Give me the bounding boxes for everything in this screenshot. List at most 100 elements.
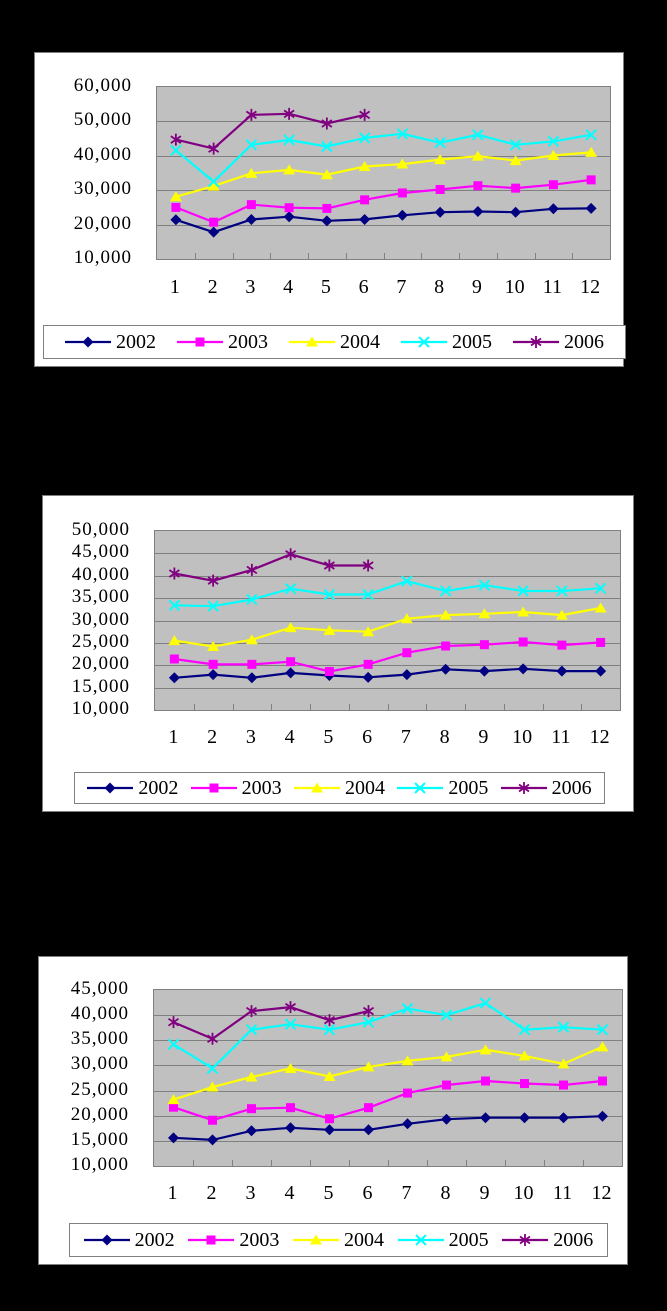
triangle-marker-icon-2004 bbox=[555, 609, 568, 620]
x-tick-label: 2 bbox=[206, 1182, 217, 1204]
square-marker-icon-2003 bbox=[511, 183, 521, 193]
square-marker-icon-2003 bbox=[402, 648, 412, 658]
square-marker-icon-2003 bbox=[209, 217, 219, 227]
square-marker-icon-2003 bbox=[208, 1115, 217, 1125]
y-tick-label: 25,000 bbox=[71, 630, 130, 652]
x-tick-label: 2 bbox=[207, 276, 218, 298]
square-marker-icon-2003 bbox=[208, 659, 218, 669]
y-tick-label: 50,000 bbox=[71, 519, 130, 540]
asterisk-marker-icon-2006 bbox=[362, 1005, 375, 1018]
diamond-marker-icon-2002 bbox=[359, 213, 371, 225]
square-marker-icon-2003 bbox=[286, 657, 296, 667]
asterisk-marker-icon-2006 bbox=[168, 567, 180, 580]
x-tick-label: 9 bbox=[471, 276, 482, 298]
x-marker-icon-2005 bbox=[517, 585, 529, 597]
diamond-marker-icon-legend-2002 bbox=[82, 336, 94, 348]
x-tick-label: 10 bbox=[513, 1182, 534, 1204]
x-tick-label: 4 bbox=[283, 276, 294, 298]
triangle-marker-icon-2004 bbox=[207, 640, 220, 651]
diamond-marker-icon-legend-2002 bbox=[101, 1234, 113, 1246]
x-tick-label: 8 bbox=[440, 1182, 451, 1204]
square-marker-icon-2003 bbox=[363, 659, 373, 669]
x-tick-label: 8 bbox=[439, 726, 450, 748]
legend-key-2006 bbox=[502, 1234, 549, 1246]
square-marker-icon-2003 bbox=[548, 180, 558, 190]
diamond-marker-icon-2002 bbox=[585, 202, 597, 214]
y-tick-label: 35,000 bbox=[70, 1028, 129, 1050]
legend-label: 2002 bbox=[138, 776, 179, 799]
diamond-marker-icon-2002 bbox=[245, 213, 257, 225]
legend-item-2002: 2002 bbox=[65, 331, 156, 354]
legend-item-2002: 2002 bbox=[83, 1228, 175, 1252]
y-tick-label: 60,000 bbox=[73, 75, 132, 96]
x-marker-icon-2005 bbox=[206, 1062, 219, 1075]
triangle-marker-icon-2004 bbox=[518, 1050, 531, 1061]
diamond-marker-icon-2002 bbox=[480, 1112, 491, 1124]
asterisk-marker-icon-2006 bbox=[321, 117, 333, 130]
x-tick-label: 3 bbox=[245, 1182, 256, 1204]
diamond-marker-icon-2002 bbox=[441, 1113, 452, 1125]
triangle-marker-icon-2004 bbox=[479, 1044, 492, 1055]
x-tick-label: 7 bbox=[400, 726, 411, 748]
triangle-marker-icon-2004 bbox=[245, 167, 258, 178]
legend-item-2004: 2004 bbox=[289, 331, 380, 354]
y-tick-label: 25,000 bbox=[70, 1078, 129, 1100]
triangle-marker-icon-2004 bbox=[440, 1051, 453, 1062]
x-tick-label: 12 bbox=[591, 1182, 612, 1204]
x-marker-icon-2005 bbox=[434, 137, 446, 149]
triangle-marker-icon-2004 bbox=[439, 609, 452, 620]
x-tick-label: 5 bbox=[320, 276, 331, 298]
triangle-marker-icon-2004 bbox=[169, 191, 182, 202]
x-tick-label: 1 bbox=[168, 726, 179, 748]
x-marker-icon-2005 bbox=[245, 139, 258, 151]
triangle-marker-icon-2004 bbox=[245, 634, 258, 645]
square-marker-icon-2003 bbox=[169, 1102, 178, 1112]
x-tick-label: 4 bbox=[284, 1182, 295, 1204]
plot-area bbox=[156, 86, 611, 260]
y-tick-label: 30,000 bbox=[70, 1053, 129, 1075]
diamond-marker-icon-2002 bbox=[556, 665, 568, 677]
square-marker-icon-2003 bbox=[247, 659, 257, 669]
legend-key-2006 bbox=[500, 782, 547, 794]
square-marker-icon-2003 bbox=[403, 1088, 412, 1098]
diamond-marker-icon-2002 bbox=[246, 672, 258, 684]
diamond-marker-icon-2002 bbox=[510, 206, 522, 218]
legend-label: 2002 bbox=[116, 330, 156, 353]
diamond-marker-icon-2002 bbox=[362, 671, 374, 683]
triangle-marker-icon-legend-2004 bbox=[310, 782, 323, 793]
x-marker-icon-2005 bbox=[284, 583, 297, 595]
legend-key-2004 bbox=[289, 336, 335, 347]
triangle-marker-icon-2004 bbox=[358, 160, 371, 171]
legend-key-2003 bbox=[177, 337, 223, 347]
square-marker-icon-2003 bbox=[286, 1103, 295, 1113]
square-marker-icon-2003 bbox=[518, 637, 528, 647]
diamond-marker-icon-2002 bbox=[168, 1132, 179, 1144]
square-marker-icon-2003 bbox=[247, 1104, 256, 1114]
legend-key-2005 bbox=[397, 782, 444, 794]
asterisk-marker-icon-2006 bbox=[246, 563, 258, 576]
triangle-marker-icon-2004 bbox=[206, 1081, 219, 1092]
triangle-marker-icon-2004 bbox=[284, 622, 297, 633]
x-marker-icon-2005 bbox=[596, 1024, 609, 1036]
triangle-marker-icon-2004 bbox=[557, 1058, 570, 1069]
x-marker-icon-2005 bbox=[245, 1024, 258, 1036]
diamond-marker-icon-2002 bbox=[402, 1118, 413, 1130]
chart-svg bbox=[154, 997, 622, 1166]
x-marker-icon-2005 bbox=[284, 1018, 297, 1030]
legend-label: 2002 bbox=[134, 1228, 175, 1251]
triangle-marker-icon-2004 bbox=[320, 169, 333, 180]
triangle-marker-icon-2004 bbox=[471, 150, 484, 161]
diamond-marker-icon-2002 bbox=[440, 663, 452, 675]
diamond-marker-icon-2002 bbox=[285, 1122, 296, 1134]
y-tick-label: 30,000 bbox=[73, 178, 132, 200]
x-marker-icon-legend-2005 bbox=[414, 782, 427, 794]
triangle-marker-icon-2004 bbox=[323, 1070, 336, 1081]
legend-item-2003: 2003 bbox=[190, 777, 282, 800]
legend-item-2005: 2005 bbox=[397, 1229, 489, 1252]
legend-key-2006 bbox=[513, 336, 559, 348]
square-marker-icon-2003 bbox=[596, 637, 606, 647]
x-marker-icon-2005 bbox=[518, 1024, 531, 1036]
square-marker-icon-2003 bbox=[586, 175, 596, 185]
square-marker-icon-2003 bbox=[473, 181, 483, 191]
